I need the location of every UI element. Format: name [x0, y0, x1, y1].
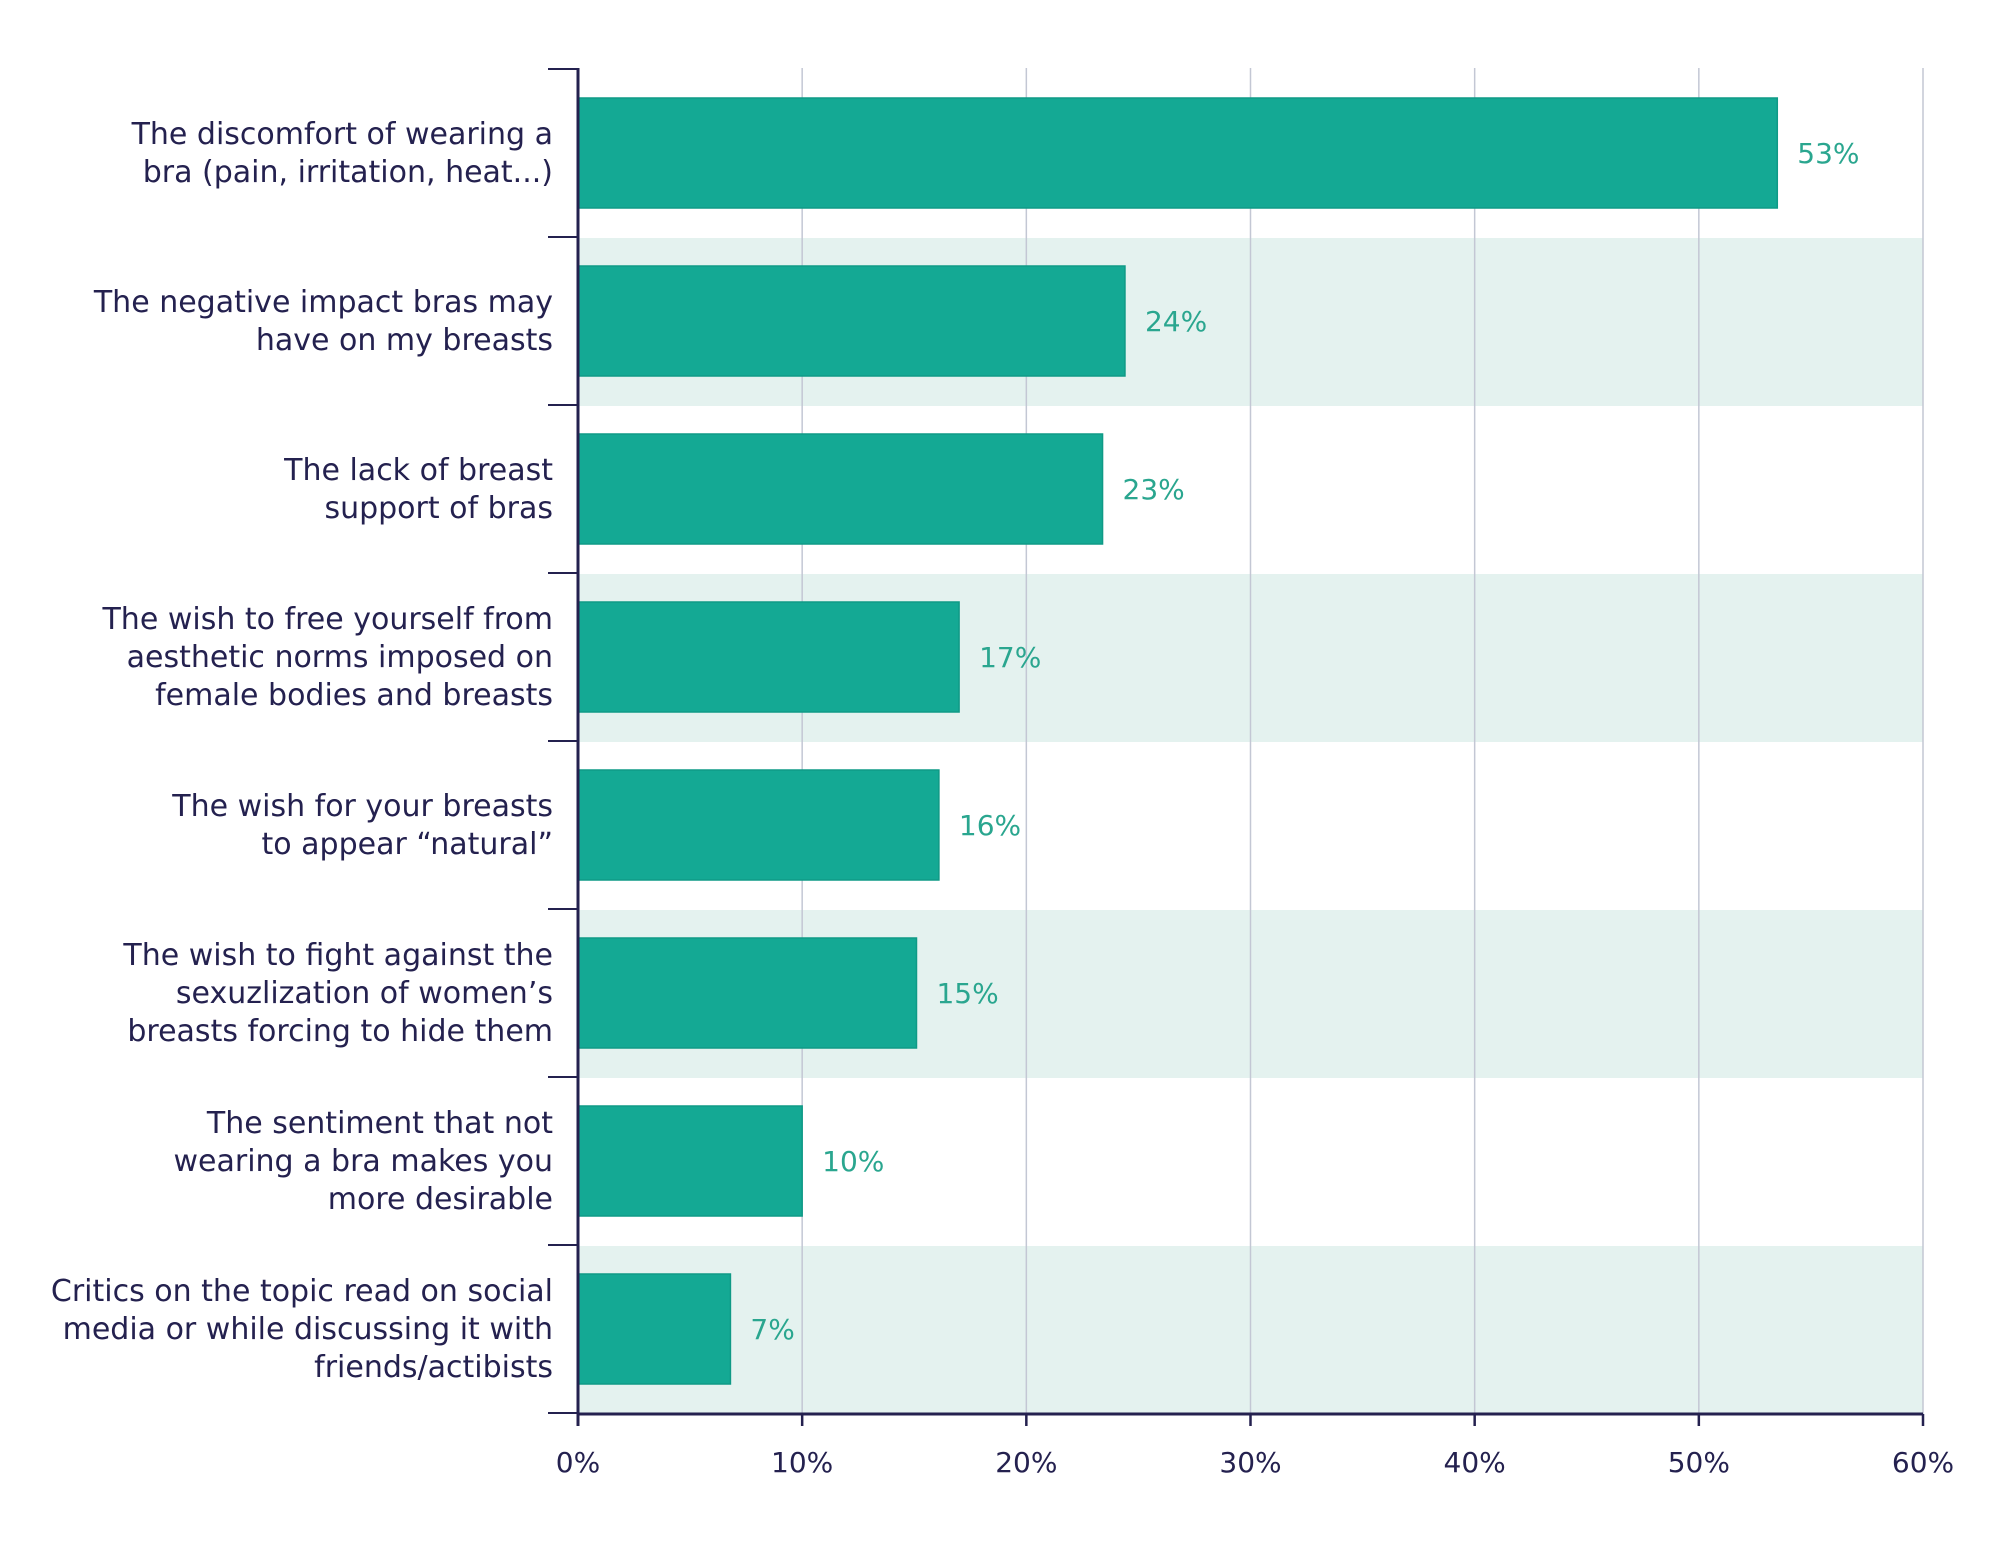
x-tick-label: 20% — [995, 1446, 1057, 1479]
category-label-line: The negative impact bras may — [93, 285, 553, 320]
category-label-line: breasts forcing to hide them — [127, 1014, 553, 1049]
category-label-line: friends/actibists — [314, 1350, 553, 1385]
category-label-line: wearing a bra makes you — [173, 1144, 553, 1179]
category-label-line: more desirable — [328, 1182, 553, 1217]
category-label-line: to appear “natural” — [261, 827, 553, 862]
value-label: 16% — [959, 809, 1021, 842]
axes — [548, 68, 1925, 1426]
category-label-line: The wish for your breasts — [171, 789, 553, 824]
category-label: The lack of breast support of bras — [283, 453, 553, 526]
category-label: The wish for your breasts to appear “natu… — [171, 789, 553, 862]
value-label: 15% — [936, 977, 998, 1010]
x-tick-label: 0% — [556, 1446, 600, 1479]
bar — [577, 769, 940, 881]
category-label-line: bra (pain, irritation, heat...) — [143, 155, 553, 190]
category-label-line: aesthetic norms imposed on — [127, 640, 553, 675]
value-label: 10% — [822, 1145, 884, 1178]
category-label: The discomfort of wearing a bra (pain, ir… — [131, 117, 553, 190]
category-label-line: have on my breasts — [256, 323, 553, 358]
x-tick-label: 60% — [1892, 1446, 1954, 1479]
category-label-line: Critics on the topic read on social — [51, 1274, 553, 1309]
category-label-line: The sentiment that not — [206, 1106, 553, 1141]
category-label-line: The wish to fight against the — [122, 938, 553, 973]
x-tick-label: 30% — [1219, 1446, 1281, 1479]
category-label: The sentiment that not wearing a bra make… — [173, 1106, 553, 1217]
x-tick-label: 10% — [771, 1446, 833, 1479]
category-label: Critics on the topic read on social media… — [51, 1274, 553, 1385]
x-tick-label: 40% — [1444, 1446, 1506, 1479]
bar — [577, 937, 918, 1049]
x-tick-label: 50% — [1668, 1446, 1730, 1479]
category-label-line: The lack of breast — [283, 453, 553, 488]
category-label-line: The discomfort of wearing a — [131, 117, 553, 152]
bar — [577, 265, 1126, 377]
category-label: The wish to free yourself from aesthetic … — [101, 602, 553, 713]
bar — [577, 1105, 803, 1217]
bar — [577, 433, 1104, 545]
value-label: 24% — [1145, 305, 1207, 338]
value-label: 23% — [1123, 473, 1185, 506]
category-label: The negative impact bras may have on my b… — [93, 285, 553, 358]
category-label-line: sexuzlization of women’s — [176, 976, 553, 1011]
bar — [577, 1273, 732, 1385]
category-label-line: media or while discussing it with — [63, 1312, 553, 1347]
bars — [577, 97, 1779, 1385]
category-label-line: female bodies and breasts — [155, 678, 553, 713]
bar — [577, 601, 960, 713]
value-label: 17% — [979, 641, 1041, 674]
labels: 53% The discomfort of wearing a bra (pain,… — [51, 117, 1954, 1479]
value-label: 7% — [750, 1313, 794, 1346]
category-label-line: The wish to free yourself from — [101, 602, 553, 637]
value-label: 53% — [1797, 137, 1859, 170]
category-label-line: support of bras — [324, 491, 553, 526]
bar — [577, 97, 1779, 209]
category-label: The wish to fight against the sexuzlizati… — [122, 938, 553, 1049]
